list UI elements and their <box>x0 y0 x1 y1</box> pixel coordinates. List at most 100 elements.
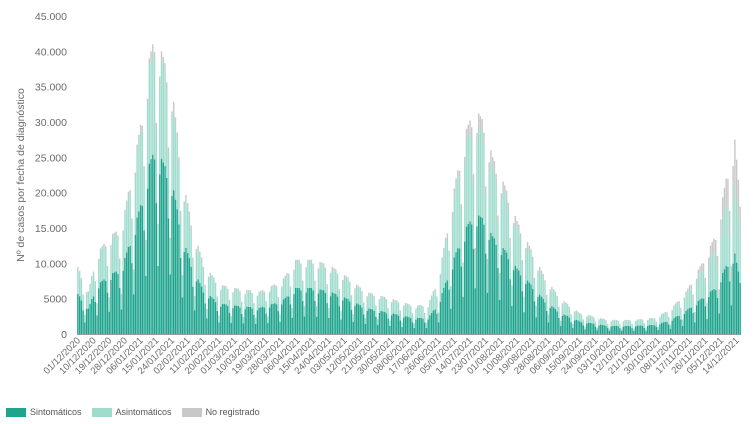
bar-no-registrado <box>559 320 562 322</box>
bar-asintomaticos <box>340 311 342 320</box>
bar-sintomaticos <box>641 325 644 334</box>
bar-sintomaticos <box>439 301 442 334</box>
bar-sintomaticos <box>315 316 318 334</box>
bar-sintomaticos <box>80 300 83 334</box>
bar-no-registrado <box>554 291 557 294</box>
bar-sintomaticos <box>671 320 673 334</box>
bar-asintomaticos <box>460 209 462 267</box>
bar-asintomaticos <box>261 291 264 307</box>
bar-sintomaticos <box>570 322 572 334</box>
bar-sintomaticos <box>518 270 520 334</box>
bar-sintomaticos <box>263 307 266 334</box>
bar-no-registrado <box>626 319 628 321</box>
bar-asintomaticos <box>368 293 370 309</box>
bar-sintomaticos <box>199 282 201 334</box>
bar-sintomaticos <box>479 216 482 334</box>
bar-asintomaticos <box>268 292 271 308</box>
bar-asintomaticos <box>382 297 384 312</box>
bar-sintomaticos <box>735 262 738 334</box>
bar-no-registrado <box>80 278 83 280</box>
bar-sintomaticos <box>488 239 490 334</box>
bar-asintomaticos <box>690 289 693 308</box>
bar-sintomaticos <box>138 211 140 334</box>
bar-sintomaticos <box>647 326 649 334</box>
bar-no-registrado <box>678 301 680 304</box>
bar-asintomaticos <box>565 303 567 316</box>
bar-no-registrado <box>530 249 532 254</box>
bar-asintomaticos <box>308 262 311 288</box>
bar-no-registrado <box>216 296 219 298</box>
bar-asintomaticos <box>629 321 632 327</box>
bar-asintomaticos <box>385 300 388 314</box>
bar-sintomaticos <box>166 177 168 334</box>
bar-no-registrado <box>305 267 307 270</box>
bar-sintomaticos <box>195 281 198 334</box>
bar-asintomaticos <box>227 290 229 307</box>
bar-no-registrado <box>326 284 328 286</box>
bar-no-registrado <box>322 263 325 266</box>
bar-sintomaticos <box>589 322 591 334</box>
bar-asintomaticos <box>192 259 194 287</box>
bar-asintomaticos <box>228 301 231 313</box>
bar-sintomaticos <box>603 325 605 334</box>
bar-sintomaticos <box>420 317 422 334</box>
bar-sintomaticos <box>333 293 335 334</box>
bar-sintomaticos <box>293 294 295 334</box>
bar-sintomaticos <box>240 313 243 334</box>
y-tick-label: 30.000 <box>35 117 67 129</box>
bar-no-registrado <box>134 172 137 177</box>
bar-no-registrado <box>202 266 205 269</box>
bar-sintomaticos <box>559 326 562 334</box>
bar-sintomaticos <box>540 296 543 334</box>
bar-sintomaticos <box>261 306 264 334</box>
bar-sintomaticos <box>232 308 234 334</box>
bar-no-registrado <box>636 319 639 320</box>
bar-no-registrado <box>718 289 720 296</box>
bar-asintomaticos <box>552 291 555 308</box>
bar-asintomaticos <box>457 176 459 249</box>
bar-no-registrado <box>708 257 710 268</box>
bar-asintomaticos <box>96 303 98 316</box>
bar-asintomaticos <box>338 290 340 307</box>
bar-sintomaticos <box>120 309 123 334</box>
bar-asintomaticos <box>500 201 503 255</box>
bar-no-registrado <box>664 312 666 313</box>
bar-asintomaticos <box>613 320 616 326</box>
bar-asintomaticos <box>256 296 259 311</box>
bar-asintomaticos <box>720 236 722 283</box>
bar-asintomaticos <box>432 292 435 311</box>
bar-sintomaticos <box>568 317 571 334</box>
bar-no-registrado <box>256 295 259 297</box>
bar-no-registrado <box>295 259 297 263</box>
legend-label-asintomaticos: Asintomáticos <box>115 407 172 417</box>
bar-asintomaticos <box>84 315 86 323</box>
bar-sintomaticos <box>209 296 212 334</box>
bar-no-registrado <box>284 275 286 278</box>
bar-asintomaticos <box>164 71 166 167</box>
bar-sintomaticos <box>706 318 708 334</box>
bar-sintomaticos <box>321 289 323 334</box>
bar-asintomaticos <box>387 308 389 319</box>
bar-asintomaticos <box>462 265 464 297</box>
bar-no-registrado <box>540 270 543 274</box>
bar-sintomaticos <box>84 322 86 334</box>
bar-no-registrado <box>558 306 560 309</box>
bar-no-registrado <box>699 266 701 274</box>
bar-asintomaticos <box>657 327 659 331</box>
bar-asintomaticos <box>688 289 691 308</box>
bar-no-registrado <box>78 270 81 273</box>
bar-asintomaticos <box>516 227 518 269</box>
bar-no-registrado <box>498 273 501 277</box>
bar-asintomaticos <box>484 195 487 254</box>
bar-asintomaticos <box>319 264 321 290</box>
bar-no-registrado <box>683 297 686 301</box>
bar-sintomaticos <box>218 322 220 334</box>
bar-sintomaticos <box>615 325 618 334</box>
bar-no-registrado <box>244 294 246 296</box>
bar-asintomaticos <box>624 320 626 326</box>
bar-sintomaticos <box>732 263 734 334</box>
bar-no-registrado <box>150 51 152 60</box>
bar-sintomaticos <box>164 166 166 334</box>
bar-sintomaticos <box>157 265 159 334</box>
bar-sintomaticos <box>251 308 253 334</box>
